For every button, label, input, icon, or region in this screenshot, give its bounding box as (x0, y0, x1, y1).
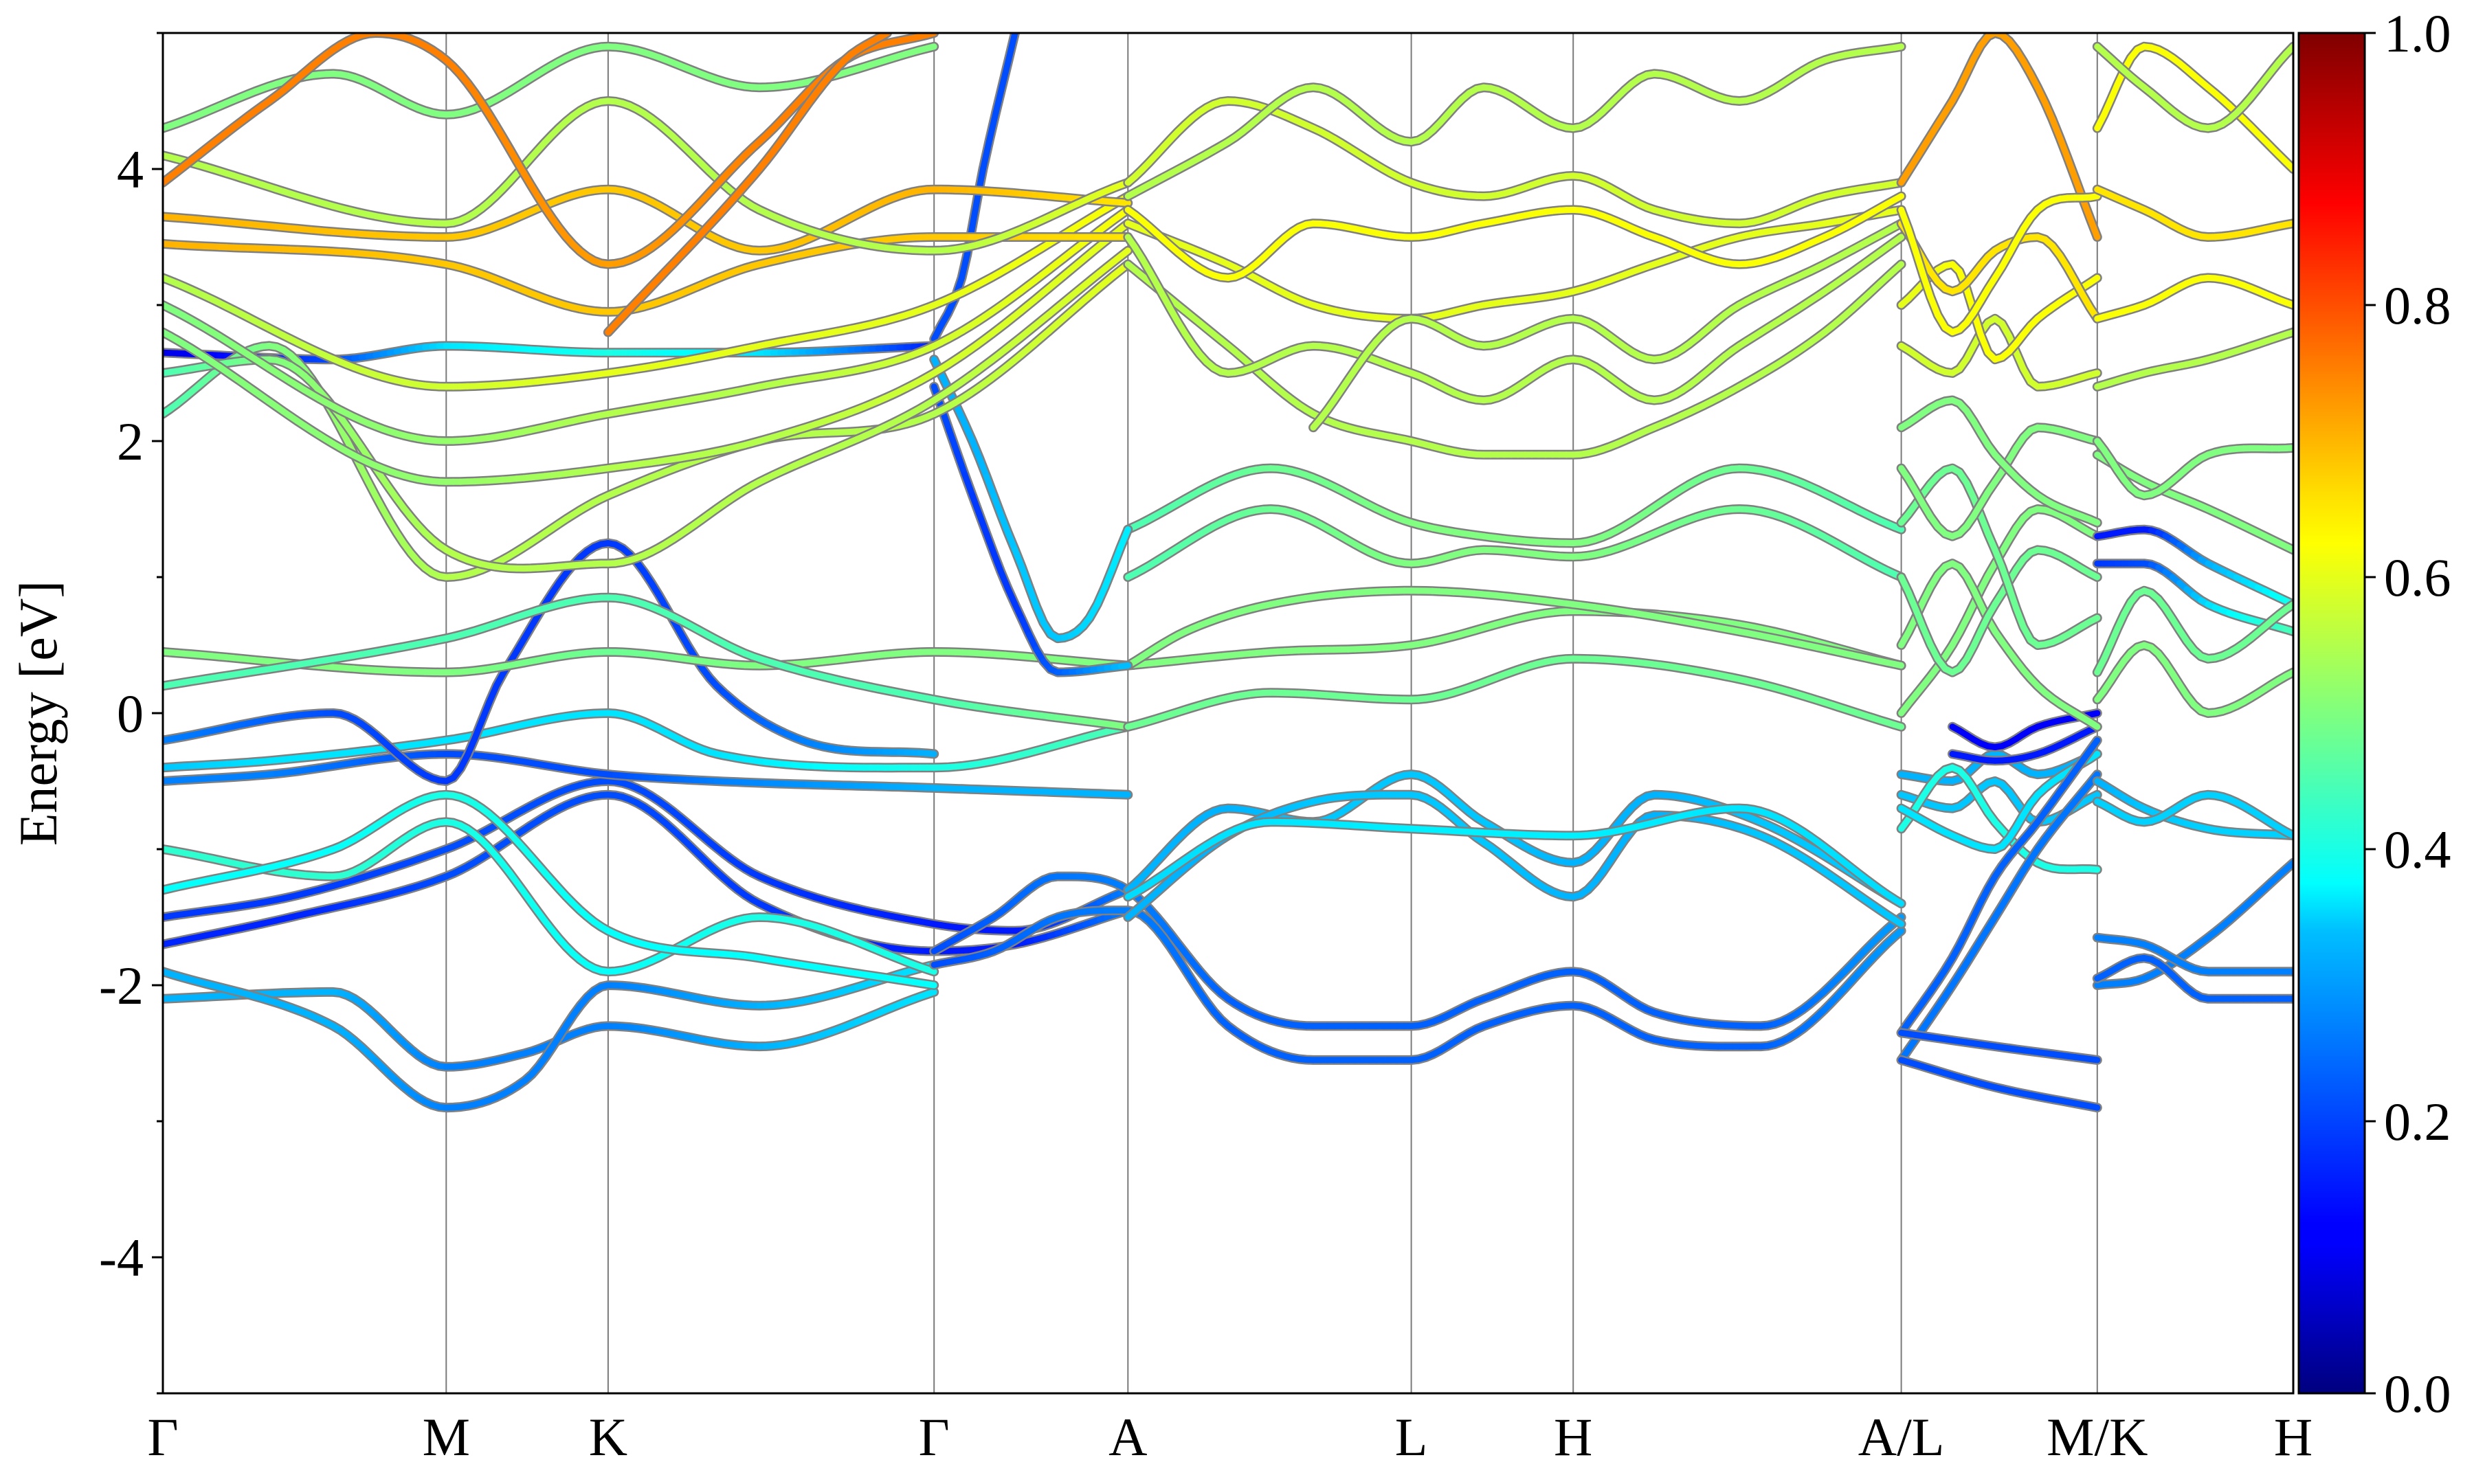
band-line (163, 708, 1133, 773)
band-line (1896, 1028, 2102, 1065)
band-line (1948, 721, 2102, 766)
band-line (2092, 857, 2293, 990)
x-tick-label: K (589, 1407, 627, 1467)
y-tick-label: 0 (117, 684, 144, 743)
colorbar-tick-label: 0.2 (2384, 1092, 2451, 1151)
band-line (1123, 504, 1906, 582)
x-axis: Γ M K Γ A L H A/L M/K H (147, 1407, 2313, 1467)
band-line (1123, 96, 1906, 229)
x-tick-label: A (1108, 1407, 1147, 1467)
colorbar-tick-label: 1.0 (2384, 3, 2451, 63)
band-line (1896, 33, 2102, 242)
band-line (1896, 395, 2102, 528)
band-line (163, 33, 939, 269)
x-tick-label: A/L (1858, 1407, 1945, 1467)
band-line (929, 355, 1133, 644)
x-tick-label: M (423, 1407, 470, 1467)
y-tick-label: 2 (117, 412, 144, 471)
y-tick-label: -2 (99, 956, 144, 1015)
x-tick-label: L (1395, 1407, 1428, 1467)
band-line (929, 906, 1906, 1065)
band-line (1123, 41, 1906, 201)
band-line (1123, 205, 1906, 324)
y-tick-label: 4 (117, 139, 144, 199)
band-line (163, 232, 1133, 317)
band-line (2092, 41, 2293, 174)
band-line (1123, 769, 1906, 909)
band-line (1896, 545, 2102, 677)
band-line (2092, 932, 2293, 977)
colorbar-ticks: 0.0 0.2 0.4 0.6 0.8 1.0 (2365, 3, 2451, 1424)
x-tick-label: H (2274, 1407, 2313, 1467)
colorbar: 0.0 0.2 0.4 0.6 0.8 1.0 (2297, 3, 2451, 1424)
x-tick-label: H (1554, 1407, 1592, 1467)
y-tick-label: -4 (99, 1228, 144, 1288)
band-line (1123, 653, 1906, 732)
y-axis: -4 -2 0 2 4 (99, 32, 163, 1395)
band-line (163, 218, 1133, 487)
colorbar-gradient (2297, 32, 2366, 1395)
colorbar-tick-label: 0.0 (2384, 1364, 2451, 1424)
colorbar-tick-label: 0.6 (2384, 548, 2451, 607)
colorbar-tick-label: 0.8 (2384, 276, 2451, 335)
band-line (163, 592, 1133, 732)
band-line (2092, 273, 2293, 324)
band-line (2092, 436, 2293, 501)
band-line (163, 749, 1133, 800)
band-line (1123, 259, 1906, 460)
band-line (163, 245, 1133, 574)
band-line (163, 538, 939, 786)
band-line (603, 33, 892, 337)
band-line (929, 871, 1906, 1031)
band-line (1123, 803, 1906, 909)
band-line (1123, 232, 1906, 405)
band-line (2092, 184, 2293, 242)
band-line (2092, 327, 2293, 392)
band-line (1896, 1055, 2102, 1113)
band-line (163, 789, 939, 990)
band-line (1123, 191, 1906, 283)
band-line (1123, 585, 1906, 671)
band-line (2092, 585, 2293, 677)
band-line (2092, 559, 2293, 637)
x-tick-label: Γ (147, 1407, 178, 1467)
band-line (2092, 953, 2293, 1004)
band-line (163, 184, 1133, 256)
band-line (1896, 504, 2102, 718)
band-line (2092, 640, 2293, 718)
band-line (163, 191, 1133, 392)
colorbar-tick-label: 0.4 (2384, 820, 2451, 879)
x-tick-label: M/K (2047, 1407, 2148, 1467)
y-axis-label: Energy [eV] (8, 581, 68, 846)
band-line (1308, 218, 1906, 433)
x-tick-label: Γ (919, 1407, 950, 1467)
band-line (163, 96, 1133, 256)
band-line (2092, 524, 2293, 609)
band-line (1123, 463, 1906, 548)
band-line (1948, 708, 2102, 752)
band-line (1896, 313, 2102, 392)
bands (163, 33, 2293, 1113)
band-line (1896, 769, 2102, 1065)
band-line (2092, 789, 2293, 841)
band-line (163, 205, 1133, 446)
band-line (2092, 776, 2293, 841)
band-line (1896, 763, 2102, 875)
band-line (1896, 423, 2102, 541)
band-line (1896, 191, 2102, 337)
band-line (2092, 41, 2293, 133)
